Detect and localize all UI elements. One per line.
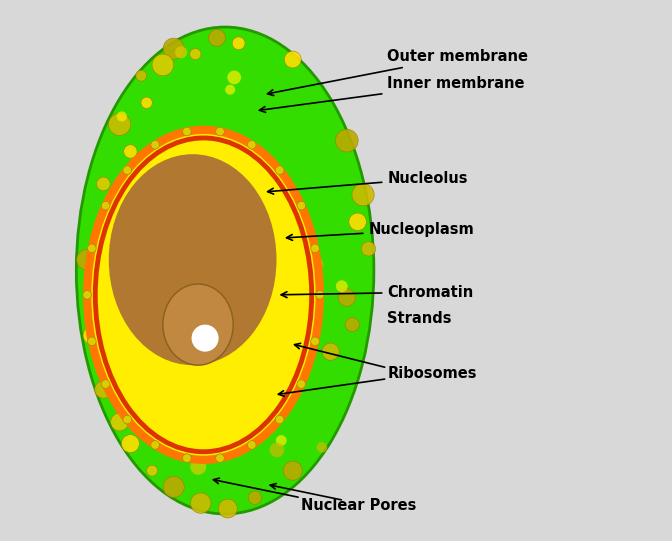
Ellipse shape — [216, 454, 224, 463]
Ellipse shape — [349, 213, 366, 230]
Ellipse shape — [276, 435, 287, 446]
Ellipse shape — [136, 70, 146, 81]
Ellipse shape — [124, 145, 137, 158]
Ellipse shape — [140, 412, 150, 423]
Ellipse shape — [183, 454, 192, 463]
Ellipse shape — [123, 166, 132, 174]
Ellipse shape — [198, 252, 214, 266]
Ellipse shape — [83, 291, 91, 299]
Ellipse shape — [283, 461, 302, 480]
Text: Nucleoplasm: Nucleoplasm — [286, 222, 474, 240]
Ellipse shape — [111, 413, 128, 431]
Ellipse shape — [233, 37, 245, 50]
Ellipse shape — [191, 493, 211, 513]
Ellipse shape — [336, 280, 347, 292]
Ellipse shape — [297, 380, 306, 388]
Ellipse shape — [77, 249, 97, 270]
Ellipse shape — [218, 499, 237, 518]
Ellipse shape — [152, 54, 173, 76]
Text: Inner membrane: Inner membrane — [259, 76, 525, 113]
Text: Nuclear Pores: Nuclear Pores — [301, 498, 416, 513]
Ellipse shape — [77, 27, 374, 514]
Ellipse shape — [297, 201, 306, 210]
Ellipse shape — [108, 210, 121, 223]
Ellipse shape — [310, 244, 319, 253]
Ellipse shape — [236, 419, 251, 433]
Ellipse shape — [87, 337, 96, 346]
Ellipse shape — [226, 134, 241, 149]
Ellipse shape — [101, 201, 110, 210]
Ellipse shape — [276, 415, 284, 424]
Ellipse shape — [101, 380, 110, 388]
Ellipse shape — [171, 145, 177, 151]
Ellipse shape — [83, 326, 102, 345]
Ellipse shape — [163, 38, 184, 60]
Ellipse shape — [216, 127, 224, 136]
Ellipse shape — [141, 97, 153, 109]
Ellipse shape — [249, 213, 261, 226]
Text: Chromatin: Chromatin — [281, 285, 474, 300]
Ellipse shape — [335, 129, 358, 152]
Ellipse shape — [322, 343, 339, 360]
Ellipse shape — [151, 141, 159, 149]
Text: Ribosomes: Ribosomes — [387, 366, 477, 381]
Ellipse shape — [227, 70, 241, 84]
Ellipse shape — [245, 439, 253, 447]
Ellipse shape — [136, 182, 146, 192]
Ellipse shape — [97, 177, 110, 191]
Ellipse shape — [269, 443, 284, 457]
Ellipse shape — [87, 244, 96, 253]
Ellipse shape — [362, 242, 376, 256]
Ellipse shape — [102, 285, 116, 299]
Ellipse shape — [87, 130, 320, 460]
Ellipse shape — [247, 141, 256, 149]
Ellipse shape — [183, 127, 192, 136]
Ellipse shape — [192, 325, 218, 352]
Ellipse shape — [190, 49, 201, 60]
Ellipse shape — [352, 183, 374, 206]
Text: Nucleolus: Nucleolus — [267, 171, 468, 194]
Ellipse shape — [89, 320, 99, 330]
Ellipse shape — [310, 337, 319, 346]
Ellipse shape — [117, 111, 127, 122]
Ellipse shape — [276, 166, 284, 174]
Ellipse shape — [208, 29, 225, 47]
Ellipse shape — [315, 291, 324, 299]
Text: Strands: Strands — [387, 311, 452, 326]
Ellipse shape — [345, 318, 360, 332]
Ellipse shape — [95, 381, 112, 398]
Ellipse shape — [225, 85, 235, 95]
Ellipse shape — [190, 459, 206, 475]
Ellipse shape — [163, 284, 233, 365]
Ellipse shape — [171, 374, 187, 390]
Ellipse shape — [248, 491, 261, 504]
Ellipse shape — [151, 440, 159, 449]
Ellipse shape — [109, 154, 276, 365]
Ellipse shape — [317, 442, 327, 453]
Text: Outer membrane: Outer membrane — [267, 49, 528, 96]
Ellipse shape — [163, 476, 184, 498]
Ellipse shape — [90, 295, 106, 311]
Ellipse shape — [146, 465, 157, 476]
Ellipse shape — [174, 220, 187, 233]
Ellipse shape — [284, 51, 301, 68]
Ellipse shape — [123, 415, 132, 424]
Ellipse shape — [310, 258, 323, 271]
Ellipse shape — [338, 289, 355, 306]
Ellipse shape — [122, 434, 139, 453]
Ellipse shape — [265, 232, 276, 242]
Ellipse shape — [108, 114, 130, 135]
Ellipse shape — [175, 47, 187, 58]
Ellipse shape — [247, 440, 256, 449]
